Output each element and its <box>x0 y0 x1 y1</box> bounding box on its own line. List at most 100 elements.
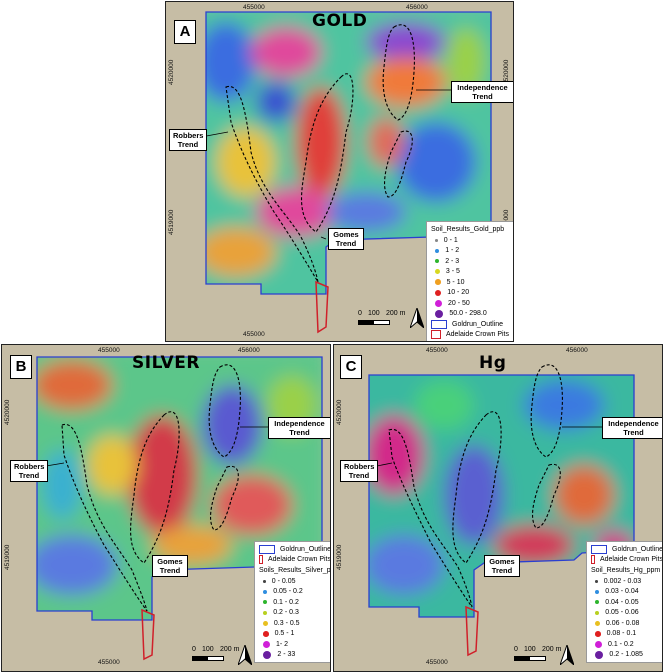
scale-mid: 100 <box>524 646 536 653</box>
legend-dot-icon <box>435 259 440 264</box>
legend-dot-icon <box>595 579 598 583</box>
legend-title: Soil_Results_Gold_ppb <box>431 226 505 233</box>
legend-dot-icon <box>435 238 438 242</box>
scale-mid: 100 <box>202 646 214 653</box>
legend-dot-icon <box>435 299 442 307</box>
legend-class: 1- 2 <box>259 639 330 650</box>
legend-outline-label: Goldrun_Outline <box>452 320 503 328</box>
legend-class-label: 0.002 - 0.03 <box>603 577 642 585</box>
silver-legend: Goldrun_Outline Adelaide Crown Pits Soils… <box>254 541 331 663</box>
legend-class-label: 0 - 0.05 <box>271 577 296 585</box>
legend-class: 0.04 - 0.05 <box>591 597 662 608</box>
panel-title: SILVER <box>132 353 200 373</box>
easting-tick: 455000 <box>426 347 448 354</box>
gomes-trend-label: Gomes Trend <box>328 228 364 250</box>
panel-letter: B <box>10 355 32 379</box>
legend-class: 0.05 - 0.2 <box>259 587 330 598</box>
legend-outlines: Goldrun_Outline Adelaide Crown Pits <box>591 544 663 566</box>
legend-class: 20 - 50 <box>431 298 509 309</box>
legend-classes: 0 - 1 1 - 2 2 - 3 3 - 5 5 - 10 10 - 20 20 - 50… <box>431 235 509 319</box>
legend-outline-label: Adelaide Crown Pits <box>445 331 509 339</box>
scale-end: 200 m <box>542 646 562 653</box>
legend-class: 0.05 - 0.06 <box>591 608 662 619</box>
panel-silver: B SILVER 455000 456000 455000 4520000 45… <box>1 344 331 672</box>
gomes-trend-label: Gomes Trend <box>484 555 520 577</box>
legend-class: 0.06 - 0.08 <box>591 618 662 629</box>
legend-outline-swatch-icon <box>259 544 275 554</box>
legend-class: 50.0 - 298.0 <box>431 309 509 320</box>
legend-class: 0.2 - 1.085 <box>591 650 662 661</box>
easting-tick: 455000 <box>243 331 265 338</box>
legend-dot-icon <box>263 620 268 626</box>
legend-class: 0 - 1 <box>431 235 509 246</box>
legend-outlines: Goldrun_Outline Adelaide Crown Pits <box>259 544 331 566</box>
legend-class-label: 0.05 - 0.06 <box>605 609 639 617</box>
legend-outline-swatch-icon <box>431 319 447 329</box>
legend-class: 1 - 2 <box>431 246 509 257</box>
legend-dot-icon <box>595 600 600 605</box>
legend-outline: Adelaide Crown Pits <box>431 330 509 341</box>
legend-dot-icon <box>263 650 272 659</box>
legend-dot-icon <box>263 610 268 615</box>
legend-dot-icon <box>435 289 442 296</box>
legend-class-label: 0 - 1 <box>443 236 458 244</box>
legend-class-label: 0.03 - 0.04 <box>605 588 639 596</box>
gold-legend: Soil_Results_Gold_ppb 0 - 1 1 - 2 2 - 3 3 -… <box>426 221 513 341</box>
legend-dot-icon <box>595 640 602 648</box>
legend-dot-icon <box>263 589 268 594</box>
scale-zero: 0 <box>358 310 362 317</box>
legend-dot-icon <box>435 309 444 318</box>
legend-classes: 0.002 - 0.03 0.03 - 0.04 0.04 - 0.05 0.05 -… <box>591 576 662 661</box>
legend-dot-icon <box>263 600 268 605</box>
easting-tick: 456000 <box>238 347 260 354</box>
legend-outline-swatch-icon <box>591 555 595 565</box>
legend-outline-label: Adelaide Crown Pits <box>267 556 331 564</box>
legend-outline-swatch-icon <box>259 555 263 565</box>
northing-tick: 4520000 <box>336 399 343 425</box>
robbers-trend-label: Robbers Trend <box>10 460 48 482</box>
scale-zero: 0 <box>192 646 196 653</box>
scale-end: 200 m <box>220 646 240 653</box>
robbers-trend-label: Robbers Trend <box>169 129 207 151</box>
legend-outline-label: Adelaide Crown Pits <box>599 556 663 564</box>
legend-class: 0.002 - 0.03 <box>591 576 662 587</box>
panel-letter: A <box>174 20 196 44</box>
legend-class-label: 0.05 - 0.2 <box>273 588 303 596</box>
easting-tick: 455000 <box>98 659 120 666</box>
northing-tick: 4519000 <box>168 209 175 235</box>
legend-outline: Goldrun_Outline <box>259 544 331 555</box>
legend-class: 3 - 5 <box>431 267 509 278</box>
easting-tick: 455000 <box>426 659 448 666</box>
legend-class: 10 - 20 <box>431 288 509 299</box>
legend-classes: 0 - 0.05 0.05 - 0.2 0.1 - 0.2 0.2 - 0.3 0.3 … <box>259 576 330 661</box>
legend-class-label: 0.04 - 0.05 <box>605 598 639 606</box>
legend-class-label: 50.0 - 298.0 <box>449 310 487 318</box>
legend-class-label: 0.06 - 0.08 <box>605 619 640 627</box>
legend-dot-icon <box>595 630 601 637</box>
legend-outline-label: Goldrun_Outline <box>280 545 331 553</box>
legend-dot-icon <box>595 610 600 615</box>
legend-dot-icon <box>435 279 441 286</box>
legend-dot-icon <box>263 579 266 583</box>
scale-mid: 100 <box>368 310 380 317</box>
legend-class: 2 - 33 <box>259 650 330 661</box>
legend-class-label: 0.1 - 0.2 <box>608 640 634 648</box>
legend-outline: Adelaide Crown Pits <box>259 555 331 566</box>
legend-dot-icon <box>595 620 600 626</box>
north-arrow-icon <box>560 645 574 665</box>
northing-tick: 4520000 <box>4 399 11 425</box>
north-arrow-icon <box>238 645 252 665</box>
legend-outline: Adelaide Crown Pits <box>591 555 663 566</box>
legend-outline-label: Goldrun_Outline <box>612 545 663 553</box>
independence-trend-label: Independence Trend <box>451 81 513 103</box>
panel-gold: A GOLD 455000 456000 455000 456000 45200… <box>165 1 514 342</box>
legend-class: 0.5 - 1 <box>259 629 330 640</box>
legend-class-label: 1- 2 <box>276 640 289 648</box>
legend-class-label: 10 - 20 <box>447 289 470 297</box>
mercury-legend: Goldrun_Outline Adelaide Crown Pits Soil_… <box>586 541 663 663</box>
legend-dot-icon <box>435 248 440 253</box>
legend-class-label: 3 - 5 <box>445 268 460 276</box>
easting-tick: 456000 <box>406 4 428 11</box>
legend-class: 0.1 - 0.2 <box>591 639 662 650</box>
legend-dot-icon <box>263 630 269 637</box>
